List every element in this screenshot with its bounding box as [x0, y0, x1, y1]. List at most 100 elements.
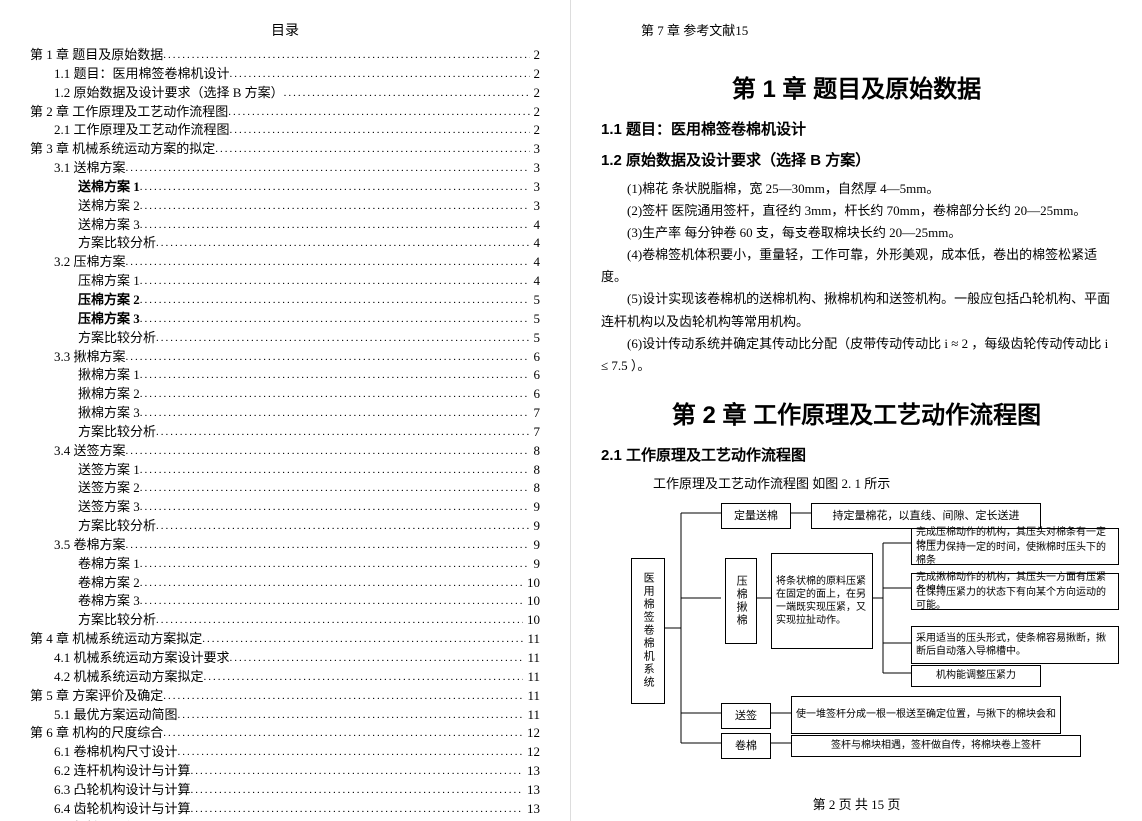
toc-label: 6.3 凸轮机构设计与计算 [54, 781, 191, 800]
toc-line: 第 1 章 题目及原始数据 2 [30, 46, 540, 65]
toc-line-ch7: 第 7 章 参考文献 15 [641, 20, 1082, 39]
toc-page-num: 12 [523, 724, 540, 743]
toc-dots [140, 385, 530, 398]
toc-label: 卷棉方案 3 [78, 592, 140, 611]
toc-line: 方案比较分析7 [30, 423, 540, 442]
toc-line: 6.4 齿轮机构设计与计算13 [30, 800, 540, 819]
toc-page-num: 6 [530, 348, 541, 367]
toc-line: 6.2 连杆机构设计与计算13 [30, 762, 540, 781]
toc-line: 压棉方案 14 [30, 272, 540, 291]
toc-label: 第 5 章 方案评价及确定 [30, 687, 163, 706]
toc-line: 揪棉方案 16 [30, 366, 540, 385]
toc-line: 2.1 工作原理及工艺动作流程图2 [30, 121, 540, 140]
toc-label: 4.2 机械系统运动方案拟定 [54, 668, 204, 687]
flow-n2: 压棉揪棉 [725, 558, 757, 644]
para: (2)签杆 医院通用签杆，直径约 3mm，杆长约 70mm，卷棉部分长约 20—… [601, 200, 1112, 222]
toc-dots [163, 724, 523, 737]
section-1-2: 1.2 原始数据及设计要求（选择 B 方案） [601, 149, 1112, 170]
flow-n3: 送签 [721, 703, 771, 729]
toc-dots [140, 291, 530, 304]
toc-dots [140, 461, 530, 474]
toc-line: 方案比较分析4 [30, 234, 540, 253]
toc-label: 1.1 题目：医用棉签卷棉机设计 [54, 65, 230, 84]
toc-dots [230, 121, 530, 134]
para: (5)设计实现该卷棉机的送棉机构、揪棉机构和送签机构。一般应包括凸轮机构、平面连… [601, 288, 1112, 332]
toc-page-num: 2 [530, 103, 541, 122]
toc-label: 3.3 揪棉方案 [54, 348, 126, 367]
toc-dots [140, 479, 530, 492]
toc-label: 6.4 齿轮机构设计与计算 [54, 800, 191, 819]
toc-line: 第 6 章 机构的尺度综合12 [30, 724, 540, 743]
content-page: 第 7 章 参考文献 15 第 1 章 题目及原始数据 1.1 题目：医用棉签卷… [571, 0, 1142, 821]
toc-line: 6.1 卷棉机构尺寸设计12 [30, 743, 540, 762]
toc-label: 第 1 章 题目及原始数据 [30, 46, 163, 65]
toc-line: 送棉方案 2 3 [30, 197, 540, 216]
toc-page-num: 2 [530, 46, 541, 65]
toc-dots [230, 65, 530, 78]
toc-dots [140, 178, 530, 191]
flow-n2r3: 采用适当的压头形式，使条棉容易揪断，揪断后自动落入导棉槽中。 [911, 626, 1119, 664]
toc-dots [156, 423, 529, 436]
toc-line: 压棉方案 25 [30, 291, 540, 310]
para: (4)卷棉签机体积要小，重量轻，工作可靠，外形美观，成本低，卷出的棉签松紧适度。 [601, 244, 1112, 288]
toc-line: 1.2 原始数据及设计要求（选择 B 方案） 2 [30, 84, 540, 103]
flow-n3r: 使一堆签杆分成一根一根送至确定位置，与揪下的棉块会和 [791, 696, 1061, 734]
toc-label: 1.2 原始数据及设计要求（选择 B 方案） [54, 84, 284, 103]
flow-n2r1b: 将压力保持一定的时间，使揪棉时压头下的棉条 [911, 544, 1119, 565]
toc-label: 3.2 压棉方案 [54, 253, 126, 272]
toc-dots [178, 743, 523, 756]
toc-page-num: 3 [530, 197, 541, 216]
toc-page-num: 5 [530, 329, 541, 348]
toc-label: 第 4 章 机械系统运动方案拟定 [30, 630, 202, 649]
toc-label: 第 7 章 参考文献 [641, 20, 735, 39]
toc-page-num: 2 [530, 65, 541, 84]
toc-label: 6.2 连杆机构设计与计算 [54, 762, 191, 781]
toc-label: 送签方案 3 [78, 498, 140, 517]
toc-label: 送棉方案 2 [78, 197, 140, 216]
toc-line: 揪棉方案 37 [30, 404, 540, 423]
toc-page-num: 3 [530, 178, 541, 197]
toc-dots [140, 592, 523, 605]
toc-title: 目录 [30, 20, 540, 40]
toc-line: 3.4 送签方案8 [30, 442, 540, 461]
toc-line: 4.1 机械系统运动方案设计要求11 [30, 649, 540, 668]
toc-label: 4.1 机械系统运动方案设计要求 [54, 649, 230, 668]
toc-line: 卷棉方案 3 10 [30, 592, 540, 611]
toc-dots [156, 234, 529, 247]
toc-line: 6.3 凸轮机构设计与计算 13 [30, 781, 540, 800]
toc-page-num: 2 [530, 84, 541, 103]
toc-label: 送签方案 2 [78, 479, 140, 498]
toc-dots [140, 574, 523, 587]
chapter1-title: 第 1 章 题目及原始数据 [601, 69, 1112, 104]
toc-dots [140, 216, 530, 229]
chapter2-title: 第 2 章 工作原理及工艺动作流程图 [601, 395, 1112, 430]
para: (3)生产率 每分钟卷 60 支，每支卷取棉块长约 20—25mm。 [601, 222, 1112, 244]
para: (1)棉花 条状脱脂棉，宽 25—30mm，自然厚 4—5mm。 [601, 178, 1112, 200]
toc-page-num: 4 [530, 234, 541, 253]
toc-dots [126, 159, 530, 172]
toc-page-num: 10 [523, 592, 540, 611]
toc-page-num: 11 [523, 706, 540, 725]
flow-n2r4: 机构能调整压紧力 [911, 665, 1041, 687]
toc-label: 送棉方案 3 [78, 216, 140, 235]
toc-line: 第 2 章 工作原理及工艺动作流程图2 [30, 103, 540, 122]
toc-dots [140, 197, 530, 210]
toc-label: 方案比较分析 [78, 517, 156, 536]
toc-dots [140, 498, 530, 511]
toc-page-num: 5 [530, 310, 541, 329]
toc-page-num: 7 [530, 404, 541, 423]
toc-dots [215, 140, 529, 153]
toc-line: 压棉方案 35 [30, 310, 540, 329]
toc-label: 送签方案 1 [78, 461, 140, 480]
toc-dots [140, 310, 530, 323]
toc-line: 送签方案 39 [30, 498, 540, 517]
flow-n4r: 签杆与棉块相遇，签杆做自传，将棉块卷上签杆 [791, 735, 1081, 757]
toc-line: 5.1 最优方案运动简图11 [30, 706, 540, 725]
toc-label: 压棉方案 2 [78, 291, 140, 310]
toc-page-num: 3 [530, 140, 541, 159]
toc-line: 3.3 揪棉方案 6 [30, 348, 540, 367]
toc-page-num: 11 [523, 668, 540, 687]
toc-label: 揪棉方案 1 [78, 366, 140, 385]
toc-page-num: 13 [523, 781, 540, 800]
toc-dots [204, 668, 524, 681]
